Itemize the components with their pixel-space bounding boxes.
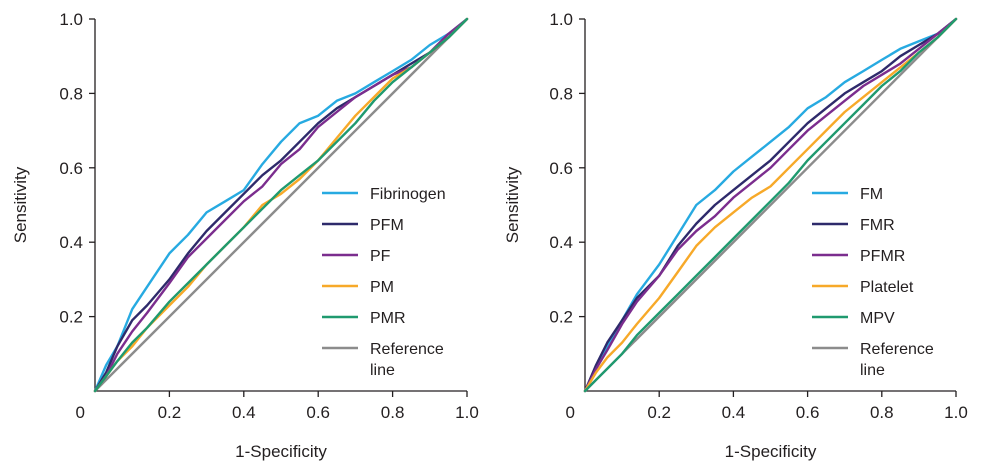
roc-chart-left: 0 0.2 0.4 0.6 0.8 1.0 0.2 0.4 0.6 0.8 1.0 1-Specifi… bbox=[11, 10, 479, 461]
y-tick-label: 0.6 bbox=[549, 159, 573, 178]
legend-label-reference-line: Reference line bbox=[860, 341, 934, 379]
legend-label-pm: PM bbox=[370, 279, 394, 296]
series-line-pmr bbox=[93, 17, 469, 393]
legend-label-fmr: FMR bbox=[860, 217, 895, 234]
y-axis-title: Sensitivity bbox=[503, 166, 522, 243]
y-tick-label: 1.0 bbox=[549, 10, 573, 29]
x-axis-title: 1-Specificity bbox=[725, 442, 817, 461]
x-tick-label: 0 bbox=[76, 403, 85, 422]
series-line-pfmr bbox=[583, 17, 958, 393]
x-axis-title: 1-Specificity bbox=[235, 442, 327, 461]
y-tick-label: 0.4 bbox=[549, 233, 573, 252]
series-line-mpv bbox=[583, 17, 958, 393]
x-tick-label: 0.6 bbox=[796, 403, 820, 422]
legend: Fibrinogen PFM PF PM PMR Reference line bbox=[322, 186, 446, 379]
legend-label-pmr: PMR bbox=[370, 310, 406, 327]
legend-label-pfm: PFM bbox=[370, 217, 404, 234]
series-line-fibrinogen bbox=[93, 17, 469, 393]
legend-label-fm: FM bbox=[860, 186, 883, 203]
y-tick-label: 0.6 bbox=[59, 159, 83, 178]
legend-label-fibrinogen: Fibrinogen bbox=[370, 186, 446, 203]
series-line-pf bbox=[93, 17, 469, 393]
y-axis-title: Sensitivity bbox=[11, 166, 30, 243]
series-line-reference-line bbox=[94, 18, 468, 392]
x-tick-label: 1.0 bbox=[944, 403, 968, 422]
y-tick-label: 0.2 bbox=[59, 308, 83, 327]
series-line-fmr bbox=[583, 17, 958, 393]
legend-label-pfmr: PFMR bbox=[860, 248, 905, 265]
y-tick-label: 0.8 bbox=[59, 84, 83, 103]
x-tick-label: 0.2 bbox=[158, 403, 182, 422]
x-tick-label: 0.8 bbox=[381, 403, 405, 422]
x-tick-label: 0.4 bbox=[232, 403, 256, 422]
series-line-platelet bbox=[583, 17, 958, 393]
y-tick-label: 0.2 bbox=[549, 308, 573, 327]
x-tick-label: 0.6 bbox=[306, 403, 330, 422]
roc-chart-right: 0 0.2 0.4 0.6 0.8 1.0 0.2 0.4 0.6 0.8 1.0 1-Specifi… bbox=[503, 10, 968, 461]
series-line-pfm bbox=[93, 17, 469, 393]
legend-label-mpv: MPV bbox=[860, 310, 895, 327]
x-tick-label: 0.8 bbox=[870, 403, 894, 422]
series-line-reference-line bbox=[584, 18, 957, 392]
x-tick-label: 1.0 bbox=[455, 403, 479, 422]
legend: FM FMR PFMR Platelet MPV Reference line bbox=[812, 186, 934, 379]
legend-label-platelet: Platelet bbox=[860, 279, 914, 296]
y-tick-label: 0.4 bbox=[59, 233, 83, 252]
x-tick-label: 0.4 bbox=[722, 403, 746, 422]
y-tick-label: 1.0 bbox=[59, 10, 83, 29]
legend-label-pf: PF bbox=[370, 248, 391, 265]
x-tick-label: 0.2 bbox=[647, 403, 671, 422]
y-tick-label: 0.8 bbox=[549, 84, 573, 103]
x-tick-label: 0 bbox=[566, 403, 575, 422]
legend-label-reference-line: Reference line bbox=[370, 341, 444, 379]
